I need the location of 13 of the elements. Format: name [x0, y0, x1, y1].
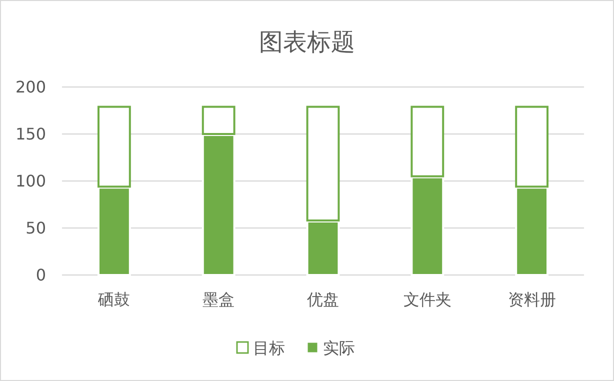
y-tick-label: 0 [36, 266, 46, 285]
x-tick-label: 资料册 [508, 290, 556, 309]
y-tick-label: 200 [15, 78, 46, 97]
y-tick-label: 50 [26, 218, 46, 238]
x-tick-label: 墨盒 [202, 290, 235, 309]
x-tick-label: 优盘 [307, 290, 339, 309]
x-tick-label: 硒鼓 [97, 290, 130, 309]
legend-label: 目标 [253, 338, 285, 358]
y-tick-label: 100 [15, 172, 46, 191]
chart-title: 图表标题 [259, 28, 355, 56]
x-tick-label: 文件夹 [403, 290, 452, 309]
legend-label: 实际 [323, 338, 355, 358]
y-tick-label: 150 [15, 124, 46, 144]
